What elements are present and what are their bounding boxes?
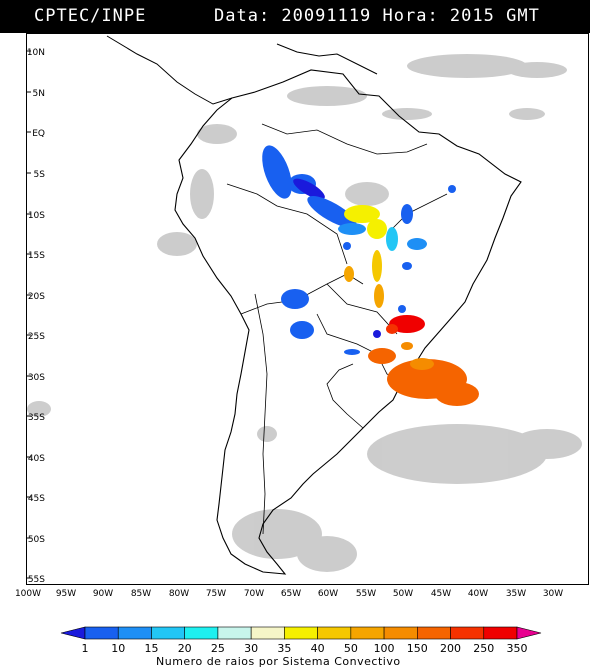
legend-swatch <box>317 626 352 640</box>
legend-swatch <box>217 626 252 640</box>
lon-label: 45W <box>431 589 451 599</box>
lat-label: 15S <box>28 251 45 261</box>
legend-tick-label: 30 <box>244 642 258 654</box>
lat-label: 45S <box>28 494 45 504</box>
lon-label: 55W <box>356 589 376 599</box>
legend-arrow-right <box>516 626 542 640</box>
map-frame: 10N 5N EQ 5S 10S 15S 20S 25S 30S 35S 40S… <box>26 33 589 585</box>
lat-label: 10N <box>27 48 45 58</box>
lon-label: 50W <box>393 589 413 599</box>
legend-tick-label: 1 <box>82 642 89 654</box>
lon-label: 90W <box>93 589 113 599</box>
lat-label: 40S <box>28 454 45 464</box>
lon-label: 65W <box>281 589 301 599</box>
legend-tick-label: 40 <box>311 642 325 654</box>
lat-label: EQ <box>32 129 45 139</box>
legend-swatch <box>450 626 485 640</box>
legend-tick-label: 250 <box>473 642 494 654</box>
legend-tick-label: 150 <box>407 642 428 654</box>
central-america-coast <box>106 35 233 105</box>
legend-swatch <box>151 626 185 640</box>
legend-tick-label: 20 <box>178 642 192 654</box>
country-borders <box>226 123 448 535</box>
legend-tick-label: 10 <box>111 642 125 654</box>
lon-label: 95W <box>56 589 76 599</box>
lat-ticks <box>27 50 31 579</box>
lon-label: 35W <box>506 589 526 599</box>
lon-label: 75W <box>206 589 226 599</box>
legend-tick-label: 15 <box>144 642 158 654</box>
lat-label: 50S <box>28 535 45 545</box>
lon-label: 40W <box>468 589 488 599</box>
legend-swatch <box>284 626 318 640</box>
legend-swatch <box>250 626 285 640</box>
legend-swatch <box>483 626 518 640</box>
legend-tick-label: 200 <box>440 642 461 654</box>
legend-tick-label: 350 <box>507 642 528 654</box>
legend-swatch <box>184 626 219 640</box>
lat-label: 25S <box>28 332 45 342</box>
legend-tick-label: 25 <box>211 642 225 654</box>
lon-label: 60W <box>318 589 338 599</box>
legend-swatch <box>350 626 385 640</box>
lat-label: 20S <box>28 292 45 302</box>
longitude-axis: 100W 95W 90W 85W 80W 75W 70W 65W 60W 55W… <box>15 589 563 599</box>
convective-systems <box>262 145 479 406</box>
latitude-labels: 10N 5N EQ 5S 10S 15S 20S 25S 30S 35S 40S… <box>27 48 46 585</box>
lon-label: 85W <box>131 589 151 599</box>
legend-tick-label: 35 <box>277 642 291 654</box>
lon-label: 100W <box>15 589 41 599</box>
legend-swatch <box>383 626 418 640</box>
lat-label: 30S <box>28 373 45 383</box>
legend-arrow-left <box>60 626 86 640</box>
lat-label: 5N <box>33 89 45 99</box>
lightning-map: 10N 5N EQ 5S 10S 15S 20S 25S 30S 35S 40S… <box>27 35 582 585</box>
cloud-cover <box>27 54 582 572</box>
date-time-label: Data: 20091119 Hora: 2015 GMT <box>214 6 540 26</box>
legend-tick-label: 100 <box>374 642 395 654</box>
lat-label: 10S <box>28 211 45 221</box>
lat-label: 55S <box>28 575 45 584</box>
source-label: CPTEC/INPE <box>34 6 147 26</box>
legend-swatch <box>117 626 152 640</box>
lon-label: 80W <box>169 589 189 599</box>
lon-label: 30W <box>543 589 563 599</box>
lat-label: 35S <box>28 413 45 423</box>
lon-label: 70W <box>244 589 264 599</box>
color-legend: 1 10 15 20 25 30 35 40 50 100 150 200 250 350 <box>60 626 542 654</box>
south-america-coastline <box>174 69 522 575</box>
legend-swatch <box>417 626 451 640</box>
legend-swatch <box>84 626 119 640</box>
map-header: CPTEC/INPE Data: 20091119 Hora: 2015 GMT <box>0 0 590 33</box>
legend-tick-label: 50 <box>344 642 358 654</box>
legend-caption: Numero de raios por Sistema Convectivo <box>156 655 401 668</box>
caribbean-coast <box>276 43 378 75</box>
lat-label: 5S <box>34 170 46 180</box>
